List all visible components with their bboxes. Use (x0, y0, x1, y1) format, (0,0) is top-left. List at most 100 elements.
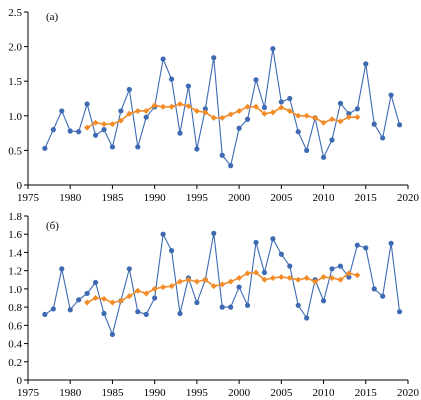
series-blue-point (211, 230, 217, 236)
series-blue-point (177, 130, 183, 136)
y-tick-label: 2.0 (8, 42, 22, 54)
series-orange-point (202, 276, 209, 283)
series-blue-point (118, 108, 124, 114)
series-blue-point (67, 307, 73, 313)
series-blue-point (261, 104, 268, 111)
series-orange-point (320, 274, 327, 281)
series-orange-point (151, 285, 158, 292)
series-blue-point (346, 111, 352, 117)
series-orange-point (92, 295, 99, 301)
panel-label: (a) (46, 11, 59, 23)
y-tick-label: 1.0 (8, 284, 22, 296)
series-orange-point (177, 278, 183, 285)
y-tick-label: 2.5 (8, 7, 22, 19)
series-blue-point (168, 76, 175, 82)
series-blue-point (143, 114, 149, 120)
series-orange-point (295, 276, 302, 283)
x-tick-label: 1990 (144, 192, 167, 204)
series-blue-point (135, 309, 141, 315)
series-orange-point (143, 107, 150, 114)
series-orange-point (168, 103, 175, 110)
series-blue-point (295, 129, 301, 135)
series-blue-point (202, 106, 208, 112)
panel-b: 1975 1980 1985 1990 1995 2000 2005 2010 2015 2020… (8, 211, 419, 399)
series-blue-point (354, 242, 360, 248)
series-blue-point (84, 290, 90, 297)
series-blue-point (388, 240, 394, 246)
series-blue-point (92, 279, 99, 286)
series-orange-point (354, 114, 361, 121)
x-tick-label: 1975 (17, 387, 40, 399)
series-orange-point (303, 112, 310, 119)
y-tick-label: 0.5 (8, 145, 22, 157)
series-orange-point (219, 281, 226, 288)
series-blue-point (278, 99, 284, 105)
series-orange-point (253, 269, 259, 276)
series-orange-point (236, 107, 243, 114)
series-orange-point (312, 278, 319, 285)
series-orange-point (84, 299, 91, 306)
series-blue-point (101, 310, 107, 317)
series-orange-point (151, 102, 158, 109)
x-tick-label: 2005 (270, 192, 293, 204)
series-blue-point (168, 248, 175, 254)
series-blue-point (152, 295, 158, 301)
series-blue-point (363, 61, 369, 67)
series-blue-point (101, 127, 107, 133)
x-tick-label: 1975 (17, 192, 40, 204)
series-orange-point (84, 124, 91, 131)
series-orange-point (160, 284, 167, 291)
series-blue-point (109, 144, 116, 150)
series-orange-point (126, 110, 133, 117)
series-orange-point (286, 274, 293, 281)
series-orange-point (354, 272, 361, 279)
series-blue-point (50, 127, 56, 133)
series-blue-point (337, 100, 344, 106)
series-blue-point (304, 147, 310, 153)
series-orange-point (134, 107, 141, 114)
series-blue-point (160, 231, 166, 237)
series-orange-point (261, 110, 268, 117)
series-blue-point (304, 315, 310, 321)
series-blue-point (50, 306, 56, 312)
series-blue-point (253, 77, 259, 83)
series-blue-point (371, 286, 377, 292)
series-orange-point (286, 107, 293, 114)
series-blue-point (211, 55, 217, 61)
series-orange-point (92, 119, 99, 126)
series-blue-point (371, 121, 377, 127)
series-blue-point (329, 137, 335, 143)
x-tick-label: 2010 (313, 387, 336, 399)
series-orange-point (295, 112, 302, 119)
series-orange-point (227, 278, 234, 285)
series-blue-point (135, 144, 141, 150)
series-orange-point (329, 274, 335, 281)
x-tick-label: 1995 (186, 192, 209, 204)
series-orange-point (312, 114, 319, 121)
series-orange-point (219, 114, 226, 121)
y-tick-label: 0.6 (8, 320, 22, 332)
series-blue-point (287, 263, 293, 269)
x-tick-label: 2010 (313, 192, 336, 204)
y-tick-label: 0.8 (8, 302, 22, 314)
series-blue-point (337, 263, 344, 269)
series-blue-point (270, 236, 276, 242)
series-blue-point (244, 302, 251, 308)
series-blue-point (76, 129, 82, 135)
series-blue-point (219, 152, 225, 158)
series-blue-point (194, 146, 200, 152)
series-orange-point (160, 103, 167, 110)
series-orange-point (320, 119, 327, 126)
series-blue-point (236, 125, 242, 131)
series-orange-point (345, 270, 352, 277)
series-blue-point (228, 163, 234, 169)
y-tick-label: 1.5 (8, 76, 22, 88)
x-tick-label: 2020 (397, 387, 420, 399)
series-orange-point (202, 109, 209, 116)
series-blue-point (228, 304, 234, 310)
series-orange-point (261, 276, 268, 283)
series-blue-line (44, 48, 401, 167)
series-blue-point (354, 106, 360, 112)
series-orange-point (101, 121, 107, 128)
series-blue-point (42, 311, 48, 317)
